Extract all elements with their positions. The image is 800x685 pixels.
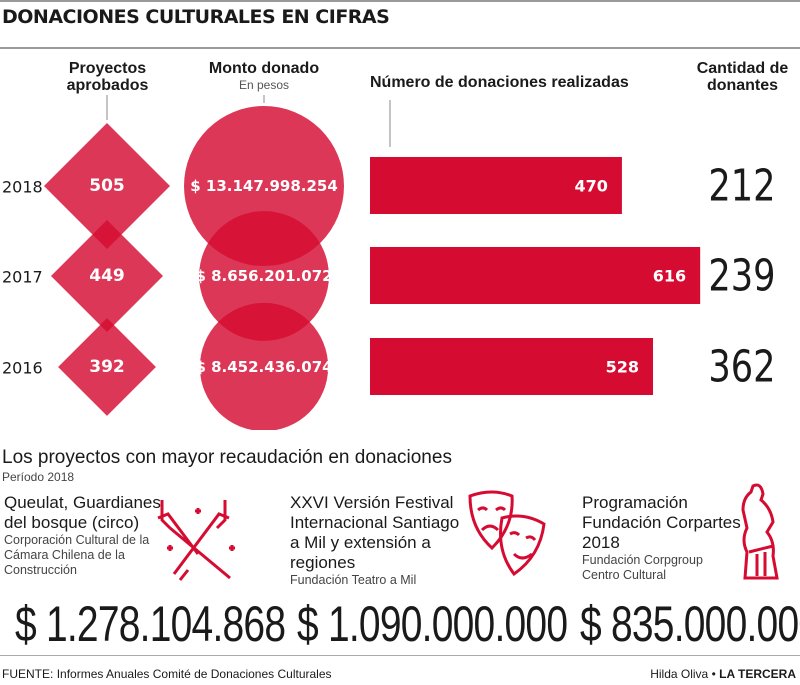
projects-subtitle: Período 2018 xyxy=(2,470,75,484)
circus-hands-icon xyxy=(157,500,235,581)
project-org: Fundación Corpgroup Centro Cultural xyxy=(582,553,703,582)
project-card: XXVI Versión Festival Internacional Sant… xyxy=(290,493,460,588)
proyectos-value: 449 xyxy=(89,266,125,286)
monto-value: $ 8.452.436.074 xyxy=(195,358,332,376)
footer-source: FUENTE: Informes Anuales Comité de Donac… xyxy=(2,667,332,681)
proyectos-value: 505 xyxy=(89,176,125,196)
donaciones-value: 528 xyxy=(606,358,639,377)
year-label: 2018 xyxy=(2,178,43,197)
proyectos-diamond xyxy=(50,219,164,333)
proyectos-value: 392 xyxy=(89,357,125,377)
donantes-value: 212 xyxy=(708,161,775,212)
proyectos-diamond xyxy=(44,123,170,249)
projects-title: Los proyectos con mayor recaudación en d… xyxy=(2,447,452,468)
project-name: XXVI Versión Festival Internacional Sant… xyxy=(290,493,460,572)
page-title: DONACIONES CULTURALES EN CIFRAS xyxy=(2,6,390,28)
header-proyectos: Proyectos aprobados xyxy=(66,60,149,94)
donaciones-bar xyxy=(370,247,701,304)
header-monto-sub: En pesos xyxy=(238,78,290,92)
year-label: 2016 xyxy=(2,359,43,378)
project-name: Programación Fundación Corpartes 2018 xyxy=(582,493,741,552)
project-name: Queulat, Guardianes del bosque (circo) xyxy=(4,493,161,532)
source-text: Informes Anuales Comité de Donaciones Cu… xyxy=(56,667,332,681)
monto-circle xyxy=(199,211,329,341)
donaciones-bar xyxy=(370,157,622,214)
project-card: Queulat, Guardianes del bosque (circo) C… xyxy=(4,493,164,578)
project-org: Fundación Teatro a Mil xyxy=(290,573,417,587)
header-monto: Monto donado En pesos xyxy=(184,60,344,94)
project-amount: $ 1.090.000.000 xyxy=(297,596,568,652)
chart-svg: 2018 505 $ 13.147.998.254 470 212 2017 449 $ 8.… xyxy=(2,95,776,430)
footer-credit: Hilda Oliva • LA TERCERA xyxy=(650,667,796,681)
brand-logo: LA TERCERA xyxy=(719,667,796,681)
project-org: Corporación Cultural de la Cámara Chilen… xyxy=(4,533,150,577)
donantes-value: 362 xyxy=(708,342,775,393)
project-amount: $ 1.278.104.868 xyxy=(15,596,286,652)
monto-circle xyxy=(199,302,329,430)
donaciones-bar xyxy=(370,338,654,395)
header-donantes: Cantidad de donantes xyxy=(696,60,789,94)
header-donaciones: Número de donaciones realizadas xyxy=(370,74,629,91)
monto-value: $ 13.147.998.254 xyxy=(190,177,338,195)
top-rule xyxy=(0,0,800,2)
donaciones-value: 616 xyxy=(653,267,686,286)
sculpture-icon xyxy=(741,483,779,580)
title-rule xyxy=(0,47,800,49)
source-label: FUENTE: xyxy=(2,667,54,681)
project-amount: $ 835.000.000 xyxy=(580,596,800,652)
footer-rule xyxy=(0,655,800,656)
donaciones-value: 470 xyxy=(575,177,608,196)
donantes-value: 239 xyxy=(708,251,775,302)
project-card: Programación Fundación Corpartes 2018 Fu… xyxy=(582,493,742,583)
author: Hilda Oliva xyxy=(650,667,709,681)
proyectos-diamond xyxy=(58,318,156,416)
theater-masks-icon xyxy=(468,490,546,577)
monto-value: $ 8.656.201.072 xyxy=(195,267,332,285)
header-monto-title: Monto donado xyxy=(208,60,320,77)
year-label: 2017 xyxy=(2,268,43,287)
